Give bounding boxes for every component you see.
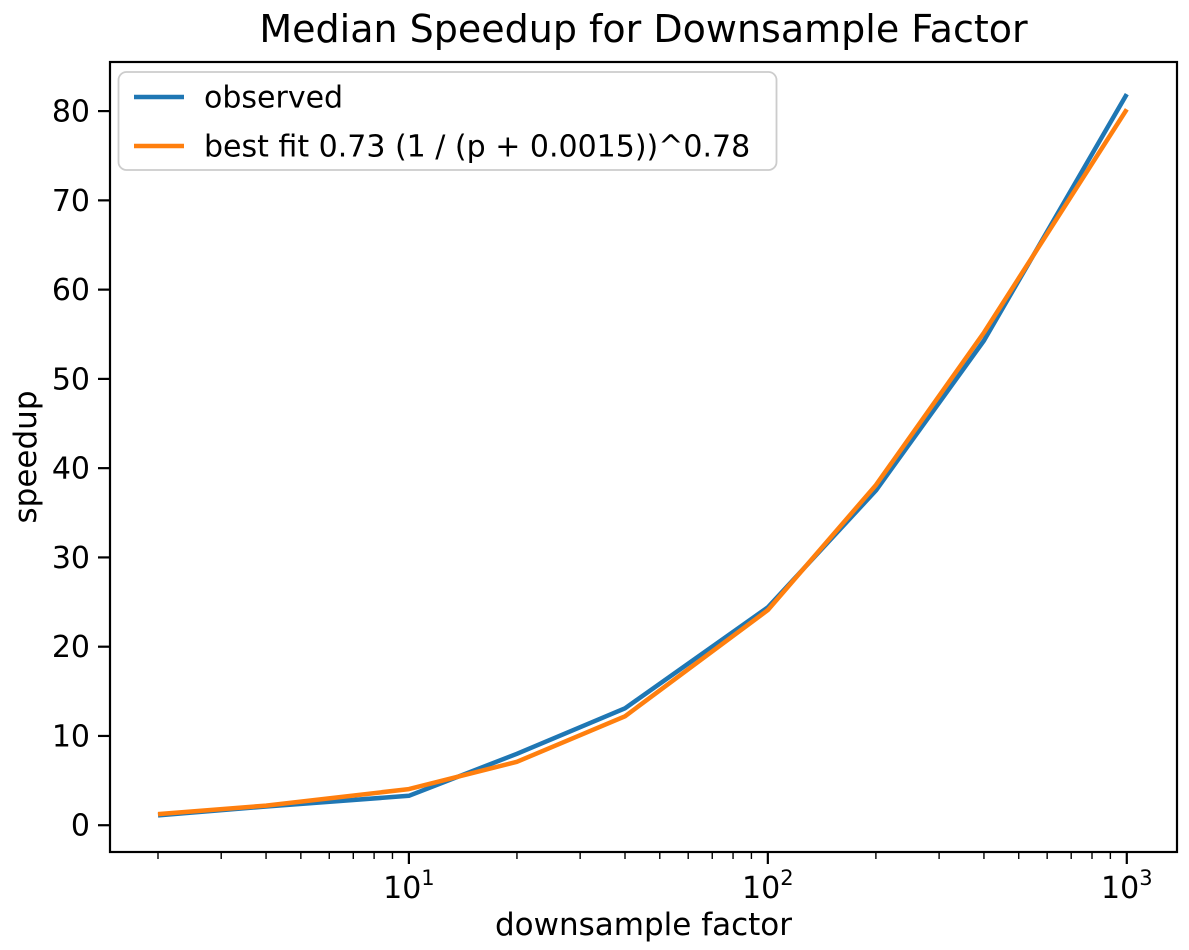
legend-box [117, 71, 778, 171]
x-axis-label: downsample factor [495, 907, 792, 943]
x-tick-label: 102 [742, 866, 794, 906]
y-tick-label: 20 [52, 630, 90, 665]
y-tick-label: 10 [52, 719, 90, 754]
y-tick-label: 60 [52, 273, 90, 308]
series-lines [157, 92, 1129, 818]
x-tick-label: 103 [1101, 866, 1153, 906]
axes-spines [108, 60, 1179, 854]
y-axis-label: speedup [8, 391, 44, 524]
y-tick-label: 80 [52, 95, 90, 130]
y-tick-label: 70 [52, 184, 90, 219]
plot-area [110, 62, 1177, 852]
y-tick-label: 30 [52, 541, 90, 576]
x-tick-label: 101 [383, 866, 435, 906]
y-tick-label: 0 [71, 809, 90, 844]
x-axis: 101 102 103 [157, 852, 1153, 906]
legend-label-observed: observed [204, 81, 343, 116]
legend: observed best fit 0.73 (1 / (p + 0.0015))… [117, 71, 778, 171]
chart-title: Median Speedup for Downsample Factor [259, 7, 1028, 51]
series-line-best-fit [157, 108, 1129, 817]
series-line-observed [157, 92, 1129, 818]
y-tick-label: 50 [52, 362, 90, 397]
y-axis: 0 10 20 30 40 50 60 70 80 [52, 95, 110, 844]
y-tick-label: 40 [52, 452, 90, 487]
legend-label-best-fit: best fit 0.73 (1 / (p + 0.0015))^0.78 [204, 130, 750, 165]
